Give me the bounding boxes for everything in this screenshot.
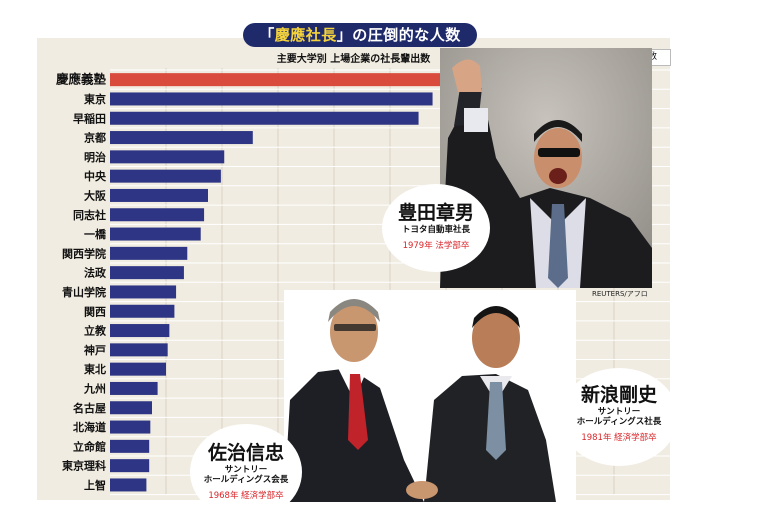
person-title: サントリー ホールディングス会長 — [203, 465, 289, 485]
category-label: 関西 — [84, 305, 106, 318]
category-label: 北海道 — [73, 420, 106, 434]
category-label: 大阪 — [84, 188, 107, 202]
bar — [110, 459, 150, 473]
category-label: 関西学院 — [62, 246, 106, 260]
category-label: 名古屋 — [73, 401, 106, 415]
bar — [110, 304, 175, 318]
bar — [110, 131, 253, 145]
category-label: 神戸 — [84, 343, 106, 357]
category-label: 明治 — [84, 150, 106, 164]
photo-saji-niinami — [284, 290, 576, 502]
person-name: 佐治信忠 — [207, 442, 284, 464]
category-label: 立教 — [84, 324, 107, 338]
bar — [110, 343, 168, 357]
category-label: 九州 — [83, 381, 106, 395]
bar — [110, 266, 184, 280]
bar — [110, 285, 177, 299]
category-label: 立命館 — [73, 439, 106, 453]
title-rest: 」の圧倒的な人数 — [336, 26, 461, 44]
bar — [110, 246, 188, 260]
category-label: 一橋 — [84, 227, 107, 241]
bar — [110, 439, 150, 453]
category-label: 東北 — [84, 362, 106, 376]
bar — [110, 111, 419, 125]
caption-niinami: 新浪剛史 サントリー ホールディングス社長 1981年 経済学部卒 — [560, 368, 678, 466]
title-highlight: 慶應社長 — [274, 26, 337, 44]
person-graduation: 1968年 経済学部卒 — [208, 491, 284, 501]
chart-title: 「慶應社長」の圧倒的な人数 — [243, 23, 477, 47]
person-graduation: 1981年 経済学部卒 — [581, 433, 657, 443]
bar — [110, 362, 166, 376]
title-bracket-open: 「 — [259, 26, 275, 44]
caption-saji: 佐治信忠 サントリー ホールディングス会長 1968年 経済学部卒 — [190, 424, 302, 520]
person-title: サントリー ホールディングス社長 — [576, 407, 662, 427]
bar — [110, 227, 201, 241]
bar — [110, 324, 170, 338]
category-label: 京都 — [84, 131, 106, 145]
category-label: 早稲田 — [73, 111, 106, 125]
person-graduation: 1979年 法学部卒 — [402, 241, 470, 251]
bar — [110, 150, 225, 164]
bar — [110, 208, 205, 222]
bar — [110, 478, 147, 492]
category-label: 同志社 — [73, 208, 106, 222]
person-name: 豊田章男 — [397, 202, 474, 224]
bar — [110, 92, 433, 106]
chart-subtitle: 主要大学別 上場企業の社長輩出数 — [276, 54, 431, 65]
category-label: 上智 — [84, 478, 106, 492]
bar — [110, 381, 158, 395]
person-name: 新浪剛史 — [580, 384, 657, 406]
bar — [110, 401, 152, 415]
person-title: トヨタ自動車社長 — [401, 225, 470, 235]
caption-toyoda: 豊田章男 トヨタ自動車社長 1979年 法学部卒 — [382, 184, 490, 272]
category-label: 中央 — [84, 169, 107, 183]
photo-credit: REUTERS/アフロ — [592, 290, 648, 298]
bar — [110, 169, 221, 183]
category-label: 青山学院 — [62, 285, 106, 299]
category-label: 法政 — [84, 266, 107, 280]
category-label: 東京 — [84, 92, 106, 106]
bar — [110, 188, 208, 202]
category-label: 東京理科 — [62, 459, 106, 473]
bar — [110, 420, 151, 434]
handshake-figures — [284, 290, 576, 502]
category-label: 慶應義塾 — [56, 72, 107, 87]
